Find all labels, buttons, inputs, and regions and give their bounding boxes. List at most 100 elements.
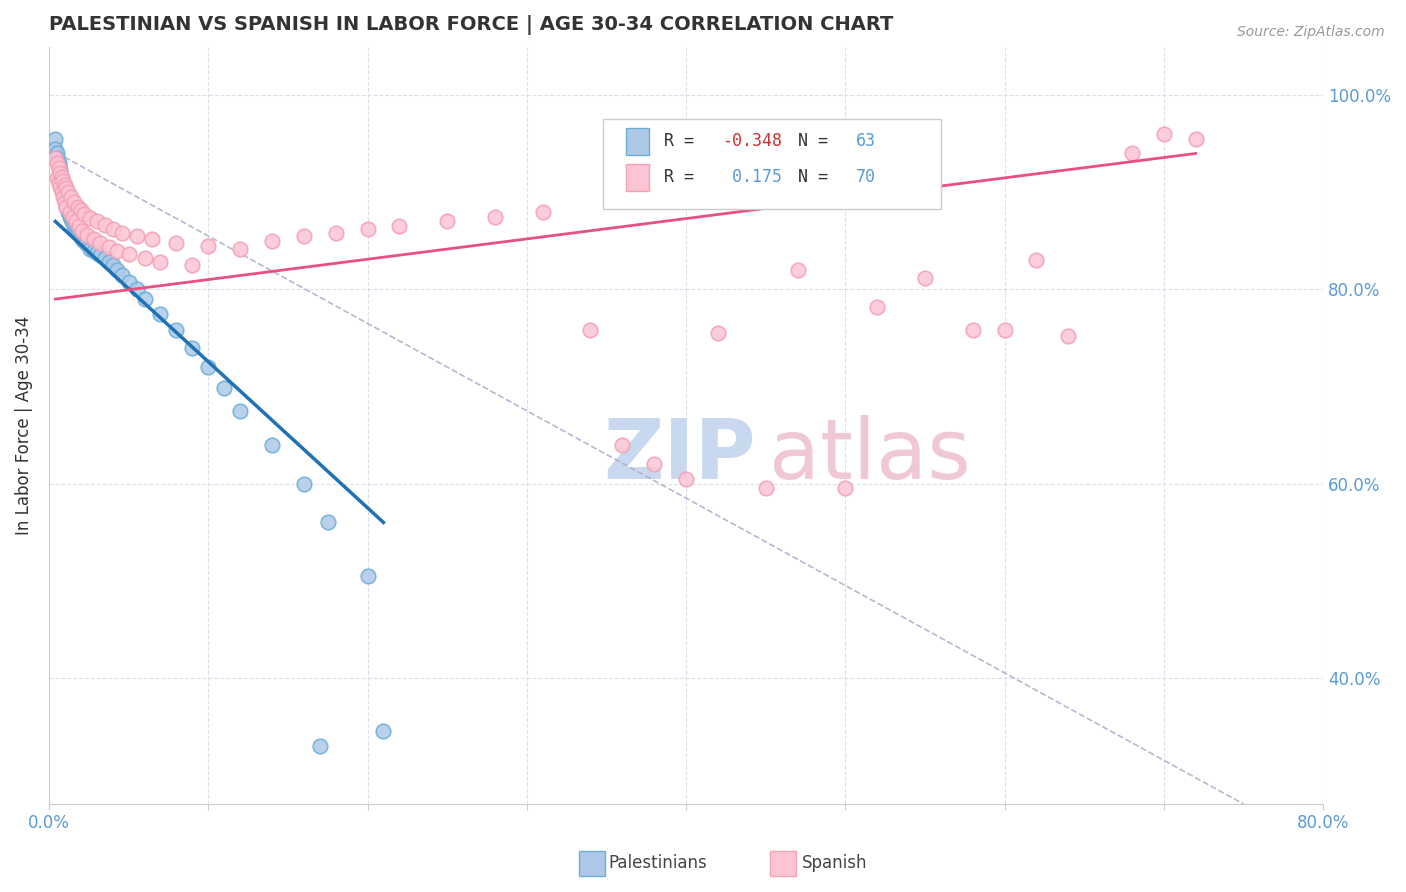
Point: [165, 235, 187, 250]
Point: [98, 240, 121, 254]
Point: [962, 323, 984, 337]
Point: [62, 214, 84, 228]
Point: [44, 132, 66, 146]
Point: [59, 207, 82, 221]
Point: [675, 472, 697, 486]
Point: [786, 263, 808, 277]
Point: [69, 229, 91, 244]
Point: [181, 341, 204, 355]
Point: [55, 200, 77, 214]
Point: [53, 194, 76, 209]
Point: [65, 214, 87, 228]
Point: [44, 151, 66, 165]
Point: [72, 232, 94, 246]
Text: R =: R =: [665, 132, 704, 151]
Point: [45, 146, 67, 161]
Point: [53, 178, 76, 192]
Point: [56, 186, 79, 200]
Point: [63, 219, 86, 234]
Point: [48, 161, 70, 175]
Point: [51, 176, 73, 190]
Point: [260, 234, 283, 248]
Text: Spanish: Spanish: [801, 855, 868, 872]
Point: [388, 219, 411, 234]
Point: [52, 174, 75, 188]
Bar: [579, 851, 605, 876]
Point: [260, 438, 283, 452]
Point: [79, 211, 101, 225]
Point: [149, 307, 172, 321]
Point: [125, 282, 148, 296]
Point: [101, 222, 124, 236]
Point: [56, 204, 79, 219]
Point: [436, 214, 458, 228]
Point: [579, 323, 602, 337]
Point: [107, 244, 129, 258]
Point: [66, 200, 89, 214]
Point: [316, 516, 339, 530]
Point: [373, 724, 395, 739]
Point: [994, 323, 1017, 337]
Point: [79, 242, 101, 256]
Point: [149, 255, 172, 269]
Point: [53, 187, 76, 202]
Point: [73, 234, 96, 248]
Point: [49, 170, 72, 185]
Point: [117, 247, 139, 261]
Point: [56, 202, 79, 216]
Point: [52, 190, 75, 204]
Point: [45, 151, 67, 165]
Y-axis label: In Labor Force | Age 30-34: In Labor Force | Age 30-34: [15, 316, 32, 535]
Point: [866, 300, 889, 314]
Point: [125, 229, 148, 244]
Point: [107, 263, 129, 277]
Point: [76, 227, 98, 242]
Point: [49, 166, 72, 180]
Point: [65, 222, 87, 236]
Point: [55, 200, 77, 214]
Text: N =: N =: [799, 132, 838, 151]
Text: -0.348: -0.348: [721, 132, 782, 151]
Point: [93, 252, 115, 266]
Point: [48, 158, 70, 172]
Point: [117, 275, 139, 289]
Point: [134, 252, 156, 266]
Point: [53, 190, 76, 204]
Text: PALESTINIAN VS SPANISH IN LABOR FORCE | AGE 30-34 CORRELATION CHART: PALESTINIAN VS SPANISH IN LABOR FORCE | …: [49, 15, 893, 35]
Point: [45, 156, 67, 170]
Point: [63, 194, 86, 209]
Point: [134, 292, 156, 306]
Point: [643, 457, 665, 471]
Point: [44, 142, 66, 156]
Point: [1153, 127, 1175, 141]
Point: [51, 169, 73, 184]
Point: [707, 326, 730, 340]
Point: [55, 197, 77, 211]
Point: [72, 224, 94, 238]
Point: [48, 161, 70, 175]
Point: [356, 569, 378, 583]
Point: [86, 214, 108, 228]
Point: [77, 238, 100, 252]
Point: [73, 207, 96, 221]
Point: [49, 166, 72, 180]
Point: [45, 170, 67, 185]
Point: [834, 482, 856, 496]
Point: [141, 232, 163, 246]
Point: [75, 235, 97, 250]
Point: [98, 255, 121, 269]
Point: [55, 181, 77, 195]
Point: [111, 268, 134, 282]
Point: [101, 258, 124, 272]
Point: [1057, 329, 1080, 343]
Point: [67, 219, 90, 234]
Point: [66, 224, 89, 238]
Text: N =: N =: [799, 168, 838, 186]
Text: Palestinians: Palestinians: [609, 855, 707, 872]
Point: [111, 226, 134, 240]
Text: R =: R =: [665, 168, 704, 186]
Text: 0.175: 0.175: [721, 168, 782, 186]
Point: [59, 204, 82, 219]
Point: [83, 232, 105, 246]
Text: ZIP: ZIP: [603, 415, 756, 496]
